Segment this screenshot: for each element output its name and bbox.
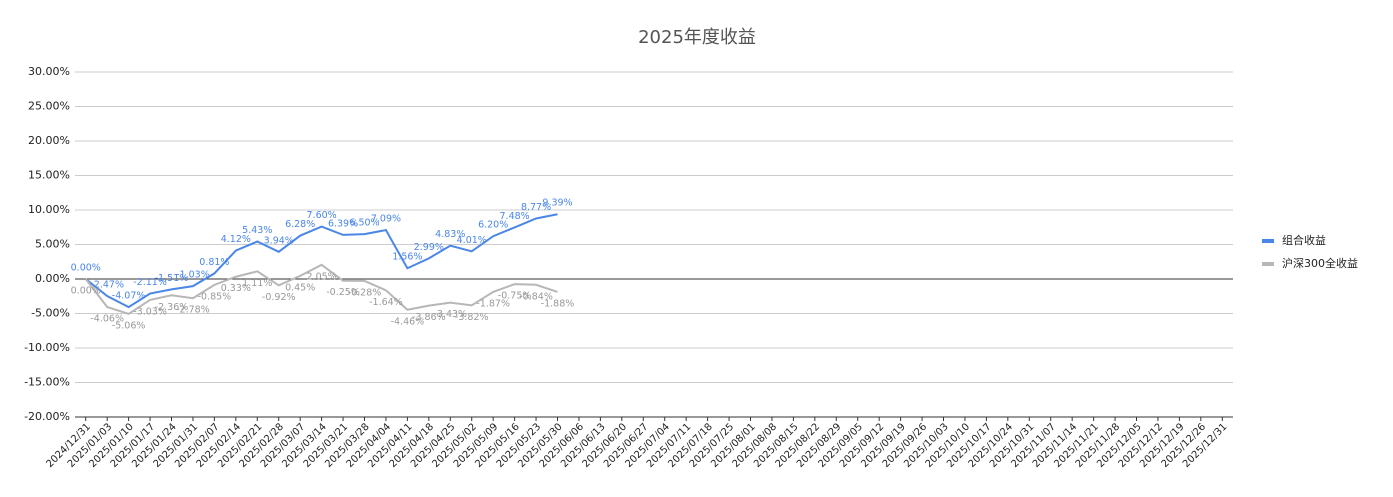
legend-swatch [1262,239,1274,243]
data-label: 0.00% [71,263,101,274]
data-label: 0.81% [199,257,229,268]
data-label: 8.77% [521,202,551,213]
data-label: 1.56% [392,252,422,263]
y-tick-label: 30.00% [28,65,70,78]
data-label: -2.47% [90,280,124,291]
y-tick-label: -10.00% [24,341,70,354]
y-tick-label: -20.00% [24,410,70,423]
legend-label: 组合收益 [1282,233,1326,247]
data-label: 7.48% [500,211,530,222]
data-label: 2.05% [307,271,337,282]
data-label: -0.85% [198,291,232,302]
data-label: 4.83% [435,229,465,240]
data-label: 6.20% [478,220,508,231]
y-tick-label: 15.00% [28,169,70,182]
data-label: -5.06% [112,320,146,331]
data-label: -4.06% [90,314,124,325]
data-label: 0.33% [221,283,251,294]
data-label: 5.43% [242,225,272,236]
data-label: -2.36% [155,302,189,313]
data-label: -3.43% [433,309,467,320]
y-tick-label: 25.00% [28,100,70,113]
data-label: -4.46% [391,316,425,327]
data-label: 1.11% [242,278,272,289]
data-label: 9.39% [542,198,572,209]
series-line [84,263,558,316]
data-label: 4.12% [221,234,251,245]
series-line [85,213,558,309]
legend-label: 沪深300全收益 [1282,256,1358,270]
y-tick-label: -5.00% [31,307,70,320]
data-label: -2.78% [176,305,210,316]
data-label: -2.11% [133,277,167,288]
data-label: 3.94% [264,235,294,246]
data-label: -0.92% [262,292,296,303]
data-label: 0.00% [71,286,101,297]
data-label: -3.82% [455,312,489,323]
data-label: -1.87% [476,298,510,309]
y-tick-label: 10.00% [28,203,70,216]
data-label: 0.45% [285,282,315,293]
data-label: -0.25% [326,287,360,298]
y-tick-label: 5.00% [35,238,70,251]
y-tick-label: -15.00% [24,376,70,389]
y-tick-label: 20.00% [28,134,70,147]
legend-swatch [1262,262,1274,266]
data-label: 2.99% [414,242,444,253]
data-label: 4.01% [457,235,487,246]
data-label: -1.64% [369,297,403,308]
data-label: -3.03% [133,306,167,317]
data-label: -0.84% [519,291,553,302]
data-label: -1.51% [155,273,189,284]
data-label: 7.60% [307,210,337,221]
data-label: -3.86% [412,312,446,323]
data-label: -4.07% [112,291,146,302]
chart-title: 2025年度收益 [638,27,756,48]
data-label: 7.09% [371,214,401,225]
y-tick-label: 0.00% [35,272,70,285]
data-label: 6.28% [285,219,315,230]
data-label: -0.75% [498,291,532,302]
data-label: 6.39% [328,218,358,229]
data-label: -1.88% [541,298,575,309]
data-label: -1.03% [176,270,210,281]
data-label: 6.50% [349,218,379,229]
data-label: -0.28% [348,287,382,298]
